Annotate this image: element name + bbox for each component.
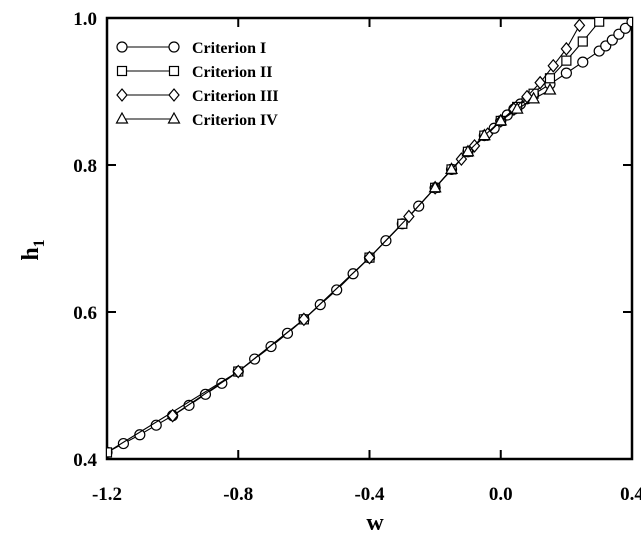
series-group [107,18,632,458]
legend-marker-right [168,88,180,102]
data-point-triangle [445,162,459,175]
data-point-square [577,36,588,47]
data-point-square [594,18,605,27]
data-point-triangle [543,82,557,95]
x-tick-label: 0.0 [489,484,513,505]
y-axis-label: h1 [18,239,48,260]
x-axis-label: w [366,510,384,536]
data-point-diamond [547,58,560,73]
data-point-square [544,73,556,84]
y-tick-label: 1.0 [73,9,97,30]
y-tick-label: 0.8 [73,156,97,177]
data-point-diamond [573,18,586,33]
data-point-circle [626,18,632,28]
data-point-diamond [298,312,310,327]
data-point-circle [577,56,589,68]
y-tick-label: 0.6 [73,303,97,324]
data-point-triangle [461,144,475,157]
legend-marker-right [167,111,181,124]
y-tick-label: 0.4 [73,450,97,471]
legend-marker-left [116,41,128,53]
data-point-diamond [232,364,245,379]
axis-ticks: -1.2 -0.8 -0.4 0.0 0.4 0.4 0.6 0.8 1.0 [73,9,641,505]
series-4 [428,82,557,193]
legend-item: Criterion I [116,40,266,57]
data-point-triangle [477,128,491,141]
data-point-circle [560,67,572,79]
legend-marker-left [116,65,128,77]
legend-item: Criterion III [116,88,279,105]
data-point-triangle [494,113,508,126]
data-point-square [561,55,572,66]
legend: Criterion I Criterion II Criterion III Crit… [115,40,279,129]
legend-marker-right [168,65,180,77]
legend-item: Criterion II [116,64,272,81]
series-2 [107,18,605,458]
y-axis-label-subscript: 1 [31,239,48,247]
legend-marker-left [116,88,128,102]
data-point-triangle [428,180,442,193]
data-point-circle [619,22,632,34]
legend-label: Criterion IV [192,112,278,129]
data-point-diamond [534,75,546,90]
legend-marker-left [115,111,129,124]
legend-label: Criterion II [192,64,272,81]
data-point-diamond [363,250,376,265]
legend-marker-right [168,41,180,53]
series-line [172,25,580,417]
series-1 [107,18,632,458]
x-tick-label: -0.8 [223,484,253,505]
data-point-diamond [166,408,179,423]
legend-label: Criterion III [192,88,279,105]
y-axis-label-main: h [18,247,44,260]
legend-label: Criterion I [192,40,266,57]
legend-item: Criterion IV [115,111,278,129]
series-line [107,21,600,453]
data-point-square [107,447,113,458]
data-point-triangle [527,91,541,104]
x-tick-label: 0.4 [620,484,641,505]
x-tick-label: -1.2 [92,484,122,505]
data-point-diamond [560,41,573,56]
data-point-triangle [510,101,524,114]
x-tick-label: -0.4 [354,484,385,505]
data-point-circle [331,284,343,296]
data-point-diamond [403,209,415,224]
